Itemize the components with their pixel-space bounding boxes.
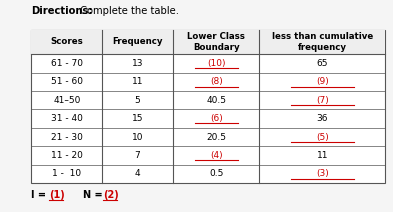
Text: 11: 11 <box>316 151 328 160</box>
Text: I =: I = <box>31 190 50 200</box>
Text: 36: 36 <box>316 114 328 123</box>
Text: 7: 7 <box>135 151 140 160</box>
Text: 20.5: 20.5 <box>206 132 226 142</box>
Text: 51 - 60: 51 - 60 <box>51 77 83 86</box>
Text: 11: 11 <box>132 77 143 86</box>
Text: 41–50: 41–50 <box>53 96 81 105</box>
Text: (10): (10) <box>207 59 226 68</box>
Text: (9): (9) <box>316 77 329 86</box>
Text: 61 - 70: 61 - 70 <box>51 59 83 68</box>
Text: (5): (5) <box>316 132 329 142</box>
Text: 21 - 30: 21 - 30 <box>51 132 83 142</box>
Text: 11 - 20: 11 - 20 <box>51 151 83 160</box>
Text: 40.5: 40.5 <box>206 96 226 105</box>
Text: N =: N = <box>83 190 106 200</box>
Text: (7): (7) <box>316 96 329 105</box>
Text: 5: 5 <box>135 96 140 105</box>
Text: Frequency: Frequency <box>112 37 163 46</box>
Text: 10: 10 <box>132 132 143 142</box>
Text: Complete the table.: Complete the table. <box>77 6 179 16</box>
Text: 13: 13 <box>132 59 143 68</box>
Text: (3): (3) <box>316 169 329 179</box>
Text: (8): (8) <box>210 77 222 86</box>
Text: less than cumulative
frequency: less than cumulative frequency <box>272 32 373 52</box>
Text: (1): (1) <box>49 190 64 200</box>
Text: (4): (4) <box>210 151 222 160</box>
Text: Directions:: Directions: <box>31 6 93 16</box>
Text: Lower Class
Boundary: Lower Class Boundary <box>187 32 245 52</box>
Text: Scores: Scores <box>50 37 83 46</box>
Text: (6): (6) <box>210 114 222 123</box>
Text: (2): (2) <box>103 190 119 200</box>
Text: 1 -  10: 1 - 10 <box>52 169 81 179</box>
Text: 31 - 40: 31 - 40 <box>51 114 83 123</box>
Text: 65: 65 <box>316 59 328 68</box>
Text: 0.5: 0.5 <box>209 169 223 179</box>
Text: 15: 15 <box>132 114 143 123</box>
Text: 4: 4 <box>135 169 140 179</box>
